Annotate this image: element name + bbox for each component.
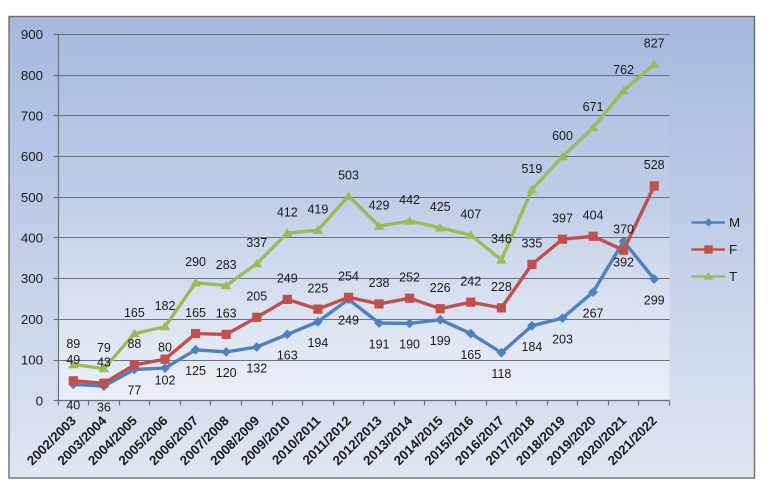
svg-text:49: 49: [66, 353, 80, 367]
svg-text:125: 125: [185, 364, 206, 378]
svg-text:80: 80: [158, 340, 172, 354]
svg-text:397: 397: [552, 212, 573, 226]
svg-text:392: 392: [613, 256, 634, 270]
svg-text:132: 132: [246, 361, 267, 375]
svg-text:199: 199: [430, 334, 451, 348]
svg-text:190: 190: [399, 338, 420, 352]
svg-text:203: 203: [552, 332, 573, 346]
svg-text:191: 191: [369, 337, 390, 351]
svg-text:242: 242: [460, 275, 481, 289]
svg-text:442: 442: [399, 193, 420, 207]
svg-text:194: 194: [307, 336, 328, 350]
svg-text:404: 404: [583, 209, 604, 223]
svg-text:102: 102: [155, 374, 176, 388]
svg-text:F: F: [729, 242, 737, 257]
svg-text:254: 254: [338, 270, 359, 284]
svg-text:370: 370: [613, 223, 634, 237]
svg-text:290: 290: [185, 255, 206, 269]
svg-text:800: 800: [21, 68, 43, 83]
svg-text:M: M: [729, 215, 740, 230]
svg-text:827: 827: [644, 37, 665, 51]
svg-text:163: 163: [277, 349, 298, 363]
svg-text:335: 335: [521, 237, 542, 251]
svg-text:528: 528: [644, 158, 665, 172]
svg-text:200: 200: [21, 312, 43, 327]
svg-text:165: 165: [124, 306, 145, 320]
svg-text:429: 429: [369, 198, 390, 212]
svg-text:182: 182: [155, 299, 176, 313]
svg-text:762: 762: [613, 63, 634, 77]
svg-text:900: 900: [21, 27, 43, 42]
svg-text:500: 500: [21, 190, 43, 205]
svg-text:79: 79: [97, 341, 111, 355]
svg-text:226: 226: [430, 281, 451, 295]
svg-text:346: 346: [491, 232, 512, 246]
svg-text:407: 407: [460, 207, 481, 221]
svg-text:40: 40: [66, 399, 80, 413]
svg-text:425: 425: [430, 200, 451, 214]
svg-text:252: 252: [399, 271, 420, 285]
svg-text:77: 77: [127, 384, 141, 398]
svg-text:700: 700: [21, 109, 43, 124]
svg-text:300: 300: [21, 271, 43, 286]
svg-text:249: 249: [277, 272, 298, 286]
svg-text:503: 503: [338, 168, 359, 182]
svg-text:43: 43: [97, 356, 111, 370]
svg-text:89: 89: [66, 337, 80, 351]
svg-text:419: 419: [307, 203, 328, 217]
svg-text:225: 225: [307, 281, 328, 295]
svg-text:412: 412: [277, 205, 298, 219]
svg-text:100: 100: [21, 353, 43, 368]
svg-text:400: 400: [21, 231, 43, 246]
svg-text:120: 120: [216, 366, 237, 380]
svg-text:299: 299: [644, 293, 665, 307]
svg-text:118: 118: [491, 367, 511, 381]
svg-text:T: T: [729, 269, 737, 284]
svg-text:165: 165: [185, 306, 206, 320]
svg-text:249: 249: [338, 314, 359, 328]
svg-text:165: 165: [460, 348, 481, 362]
svg-text:337: 337: [246, 236, 267, 250]
svg-text:184: 184: [521, 340, 542, 354]
svg-text:88: 88: [127, 337, 141, 351]
svg-text:36: 36: [97, 400, 111, 414]
svg-text:600: 600: [552, 129, 573, 143]
svg-text:0: 0: [36, 393, 43, 408]
svg-text:671: 671: [583, 100, 604, 114]
svg-text:600: 600: [21, 149, 43, 164]
svg-text:205: 205: [246, 290, 267, 304]
svg-text:267: 267: [583, 306, 604, 320]
svg-text:283: 283: [216, 258, 237, 272]
svg-text:519: 519: [521, 162, 542, 176]
svg-text:238: 238: [369, 276, 390, 290]
svg-text:163: 163: [216, 307, 237, 321]
svg-text:228: 228: [491, 280, 512, 294]
